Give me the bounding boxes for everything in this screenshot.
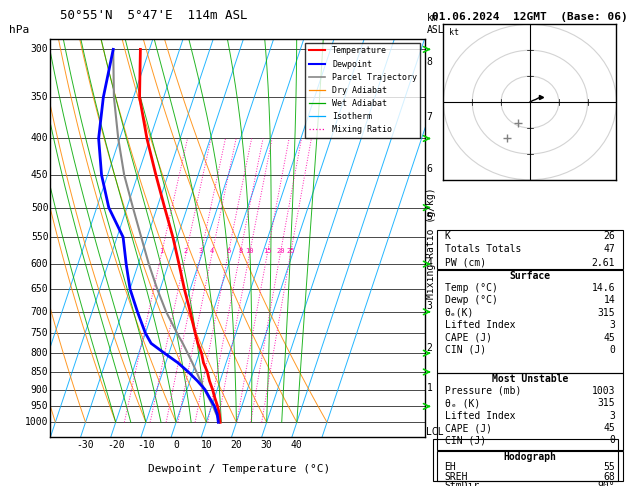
Text: 1: 1 — [159, 247, 164, 254]
Text: 3: 3 — [610, 411, 615, 421]
Text: 1: 1 — [426, 383, 432, 393]
Text: 20: 20 — [276, 247, 284, 254]
Text: SREH: SREH — [445, 471, 468, 482]
Text: CIN (J): CIN (J) — [445, 345, 486, 355]
Text: Dewp (°C): Dewp (°C) — [445, 295, 498, 305]
Text: K: K — [445, 231, 450, 241]
Text: EH: EH — [445, 462, 456, 472]
Text: 3: 3 — [199, 247, 203, 254]
Text: CIN (J): CIN (J) — [445, 435, 486, 445]
Text: 10: 10 — [245, 247, 254, 254]
Text: 900: 900 — [31, 384, 48, 395]
Text: 25: 25 — [286, 247, 295, 254]
Text: 26: 26 — [604, 231, 615, 241]
Text: 10: 10 — [201, 440, 212, 450]
Bar — [437, 451, 623, 481]
Text: 50°55'N  5°47'E  114m ASL: 50°55'N 5°47'E 114m ASL — [60, 9, 247, 22]
Text: StmDir: StmDir — [445, 481, 480, 486]
Text: Lifted Index: Lifted Index — [445, 320, 515, 330]
Text: 750: 750 — [31, 328, 48, 338]
Text: km
ASL: km ASL — [426, 13, 444, 35]
Text: hPa: hPa — [9, 25, 30, 35]
Text: 1003: 1003 — [592, 386, 615, 396]
Text: 90°: 90° — [598, 481, 615, 486]
Text: 450: 450 — [31, 170, 48, 180]
Text: 2: 2 — [426, 343, 432, 353]
Text: 45: 45 — [604, 423, 615, 433]
Text: 0: 0 — [173, 440, 179, 450]
Text: Hodograph: Hodograph — [503, 451, 557, 462]
Text: Pressure (mb): Pressure (mb) — [445, 386, 521, 396]
Text: Mixing Ratio (g/kg): Mixing Ratio (g/kg) — [426, 187, 436, 299]
Text: Lifted Index: Lifted Index — [445, 411, 515, 421]
Text: 8: 8 — [426, 56, 432, 67]
Text: 4: 4 — [210, 247, 214, 254]
Text: 700: 700 — [31, 307, 48, 317]
Text: 5: 5 — [426, 212, 432, 223]
Text: 45: 45 — [604, 332, 615, 343]
Text: 300: 300 — [31, 44, 48, 54]
Text: 14.6: 14.6 — [592, 283, 615, 293]
Text: 400: 400 — [31, 134, 48, 143]
Text: 315: 315 — [598, 398, 615, 408]
Text: 68: 68 — [604, 471, 615, 482]
Bar — [437, 373, 623, 450]
Text: 15: 15 — [263, 247, 272, 254]
Text: LCL: LCL — [426, 427, 444, 437]
Text: 350: 350 — [31, 92, 48, 102]
Text: 14: 14 — [604, 295, 615, 305]
Text: 30: 30 — [261, 440, 272, 450]
Text: Dewpoint / Temperature (°C): Dewpoint / Temperature (°C) — [148, 464, 330, 474]
Text: θₑ (K): θₑ (K) — [445, 398, 480, 408]
Text: 8: 8 — [238, 247, 242, 254]
Text: Totals Totals: Totals Totals — [445, 244, 521, 255]
Text: kt: kt — [449, 28, 459, 36]
Text: 315: 315 — [598, 308, 615, 318]
Text: Most Unstable: Most Unstable — [492, 374, 568, 383]
Text: 600: 600 — [31, 259, 48, 269]
Bar — [433, 439, 618, 481]
Bar — [437, 230, 623, 269]
Text: -30: -30 — [77, 440, 94, 450]
Text: -10: -10 — [137, 440, 155, 450]
Text: -20: -20 — [107, 440, 125, 450]
Text: 650: 650 — [31, 284, 48, 294]
Text: Temp (°C): Temp (°C) — [445, 283, 498, 293]
Text: 550: 550 — [31, 232, 48, 242]
Text: 2.61: 2.61 — [592, 258, 615, 268]
Text: 6: 6 — [426, 164, 432, 174]
Text: 0: 0 — [610, 435, 615, 445]
Text: 20: 20 — [231, 440, 242, 450]
Text: 3: 3 — [610, 320, 615, 330]
Text: 3: 3 — [426, 301, 432, 312]
Text: 0: 0 — [610, 345, 615, 355]
Text: 800: 800 — [31, 348, 48, 358]
Text: CAPE (J): CAPE (J) — [445, 423, 492, 433]
Text: PW (cm): PW (cm) — [445, 258, 486, 268]
Text: 40: 40 — [291, 440, 303, 450]
Text: 55: 55 — [604, 462, 615, 472]
Text: 6: 6 — [226, 247, 230, 254]
Bar — [437, 270, 623, 373]
Text: 1000: 1000 — [25, 417, 48, 427]
Text: 500: 500 — [31, 203, 48, 212]
Text: 4: 4 — [426, 258, 432, 268]
Text: 950: 950 — [31, 401, 48, 412]
Text: Surface: Surface — [509, 271, 550, 280]
Text: θₑ(K): θₑ(K) — [445, 308, 474, 318]
Text: CAPE (J): CAPE (J) — [445, 332, 492, 343]
Text: 47: 47 — [604, 244, 615, 255]
Text: 01.06.2024  12GMT  (Base: 06): 01.06.2024 12GMT (Base: 06) — [432, 12, 628, 22]
Text: 7: 7 — [426, 112, 432, 122]
Text: 850: 850 — [31, 367, 48, 377]
Legend: Temperature, Dewpoint, Parcel Trajectory, Dry Adiabat, Wet Adiabat, Isotherm, Mi: Temperature, Dewpoint, Parcel Trajectory… — [306, 43, 420, 138]
Text: 2: 2 — [184, 247, 188, 254]
